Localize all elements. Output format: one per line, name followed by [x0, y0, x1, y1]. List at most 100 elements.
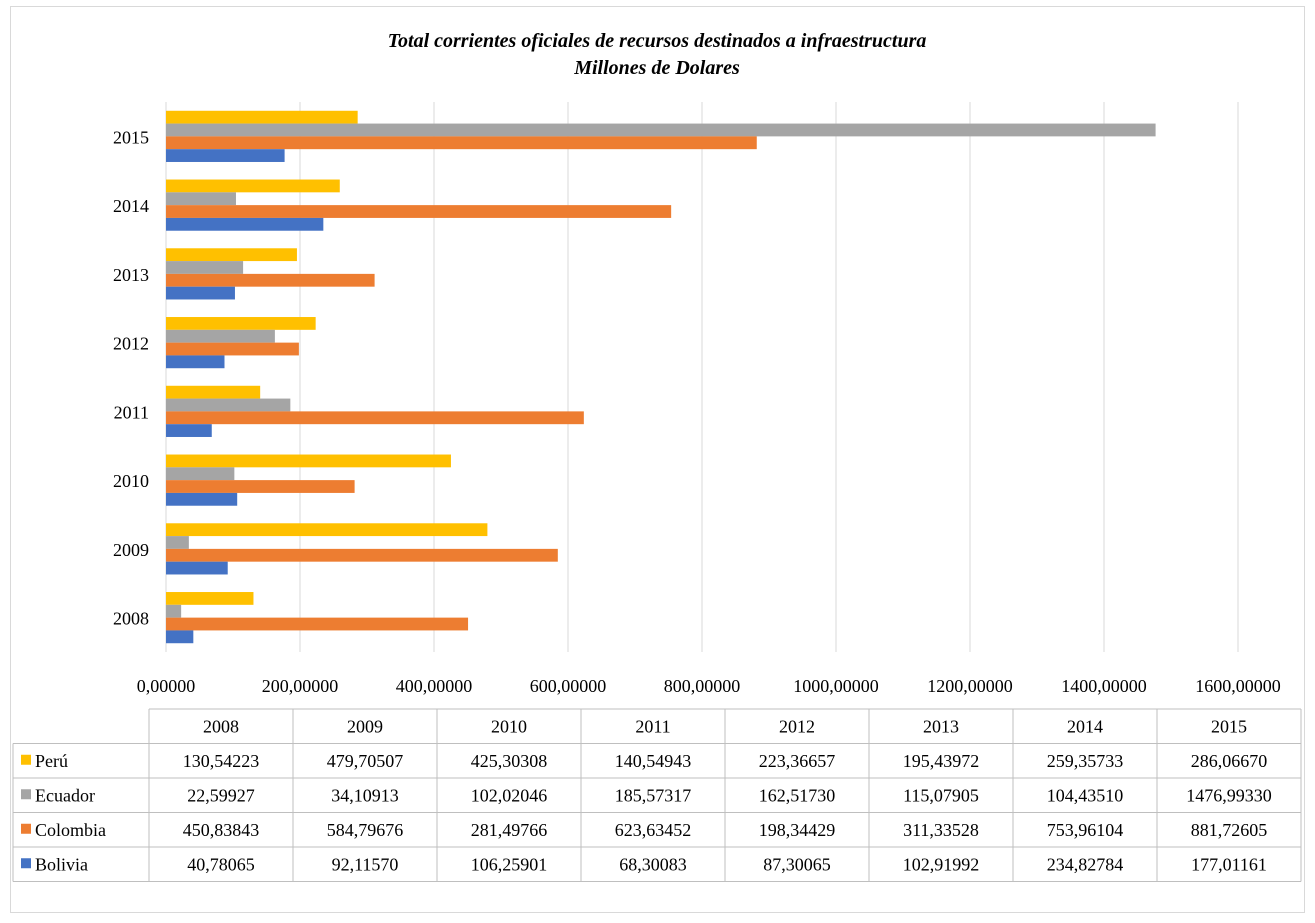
table-cell: 479,70507 — [327, 751, 404, 771]
bar-ecuador-2011 — [166, 398, 291, 412]
y-tick-label: 2008 — [113, 609, 149, 629]
table-header-cell: 2014 — [1067, 716, 1103, 736]
bar-colombia-2011 — [166, 411, 584, 425]
y-axis-labels: 2008 2009 2010 2011 2012 2013 2014 2015 — [113, 127, 149, 628]
bar-ecuador-2010 — [166, 467, 235, 481]
bar-per-2008 — [166, 592, 254, 605]
x-tick-label: 200,00000 — [262, 676, 339, 696]
bar-ecuador-2015 — [166, 123, 1156, 137]
bar-bolivia-2008 — [166, 630, 194, 644]
x-tick-label: 1400,00000 — [1061, 676, 1147, 696]
table-cell: 1476,99330 — [1186, 785, 1272, 805]
bar-ecuador-2009 — [166, 536, 189, 549]
bar-chart: Total corrientes oficiales de recursos d… — [12, 30, 1302, 882]
table-cell: 753,96104 — [1047, 820, 1124, 840]
bar-per-2014 — [166, 179, 340, 193]
legend-swatch — [21, 858, 31, 869]
bar-bolivia-2014 — [166, 217, 324, 231]
y-tick-label: 2010 — [113, 471, 149, 491]
table-cell: 177,01161 — [1191, 854, 1267, 874]
bar-colombia-2009 — [166, 548, 558, 562]
table-cell: 87,30065 — [763, 854, 831, 874]
bar-per-2011 — [166, 385, 261, 399]
chart-title: Total corrientes oficiales de recursos d… — [388, 30, 927, 52]
bar-per-2010 — [166, 454, 451, 468]
table-cell: 450,83843 — [183, 820, 260, 840]
bar-colombia-2014 — [166, 205, 672, 218]
table-cell: 286,06670 — [1191, 751, 1268, 771]
table-header-cell: 2011 — [635, 716, 670, 736]
y-tick-label: 2013 — [113, 265, 149, 285]
table-cell: 311,33528 — [903, 820, 979, 840]
table-cell: 623,63452 — [615, 820, 692, 840]
bar-bolivia-2012 — [166, 355, 225, 369]
x-tick-label: 0,00000 — [137, 676, 196, 696]
y-tick-label: 2011 — [114, 402, 149, 422]
table-cell: 162,51730 — [759, 785, 836, 805]
y-tick-label: 2015 — [113, 127, 149, 147]
table-header-cell: 2012 — [779, 716, 815, 736]
legend-label: Perú — [35, 751, 68, 771]
table-cell: 106,25901 — [471, 854, 548, 874]
bar-ecuador-2008 — [166, 604, 182, 618]
bar-ecuador-2012 — [166, 329, 275, 343]
chart-frame: Total corrientes oficiales de recursos d… — [10, 6, 1305, 913]
bars — [166, 110, 1156, 644]
bar-per-2012 — [166, 317, 316, 330]
table-cell: 22,59927 — [187, 785, 255, 805]
table-header-cell: 2010 — [491, 716, 527, 736]
legend-label: Ecuador — [35, 785, 95, 805]
table-cell: 198,34429 — [759, 820, 836, 840]
y-tick-label: 2009 — [113, 540, 149, 560]
bar-colombia-2012 — [166, 342, 299, 356]
table-cell: 40,78065 — [187, 854, 255, 874]
bar-colombia-2015 — [166, 136, 757, 150]
table-cell: 281,49766 — [471, 820, 548, 840]
table-cell: 234,82784 — [1047, 854, 1124, 874]
data-table: 2008 2009 2010 2011 2012 2013 2014 2015 Perú 130,… — [12, 708, 1302, 882]
table-cell: 425,30308 — [471, 751, 548, 771]
table-cell: 140,54943 — [615, 751, 692, 771]
table-cell: 584,79676 — [327, 820, 404, 840]
table-cell: 130,54223 — [183, 751, 260, 771]
table-header-cell: 2015 — [1211, 716, 1247, 736]
bar-ecuador-2013 — [166, 261, 244, 274]
table-header-cell: 2013 — [923, 716, 959, 736]
table-cell: 102,02046 — [471, 785, 548, 805]
table-header-cell: 2009 — [347, 716, 383, 736]
table-cell: 115,07905 — [903, 785, 979, 805]
legend-label: Colombia — [35, 820, 106, 840]
x-tick-label: 800,00000 — [664, 676, 741, 696]
x-tick-label: 1200,00000 — [927, 676, 1013, 696]
bar-per-2013 — [166, 248, 297, 262]
bar-colombia-2010 — [166, 480, 355, 493]
bar-bolivia-2011 — [166, 424, 212, 437]
y-tick-label: 2014 — [113, 196, 149, 216]
bar-bolivia-2013 — [166, 286, 235, 300]
x-tick-label: 1000,00000 — [793, 676, 879, 696]
table-cell: 92,11570 — [332, 854, 399, 874]
table-header-cell: 2008 — [203, 716, 239, 736]
table-cell: 881,72605 — [1191, 820, 1268, 840]
table-cell: 259,35733 — [1047, 751, 1124, 771]
x-axis-labels: 0,00000 200,00000 400,00000 600,00000 800,00… — [137, 676, 1281, 696]
bar-per-2009 — [166, 523, 488, 537]
table-cell: 34,10913 — [331, 785, 399, 805]
table-cell: 68,30083 — [619, 854, 687, 874]
table-cell: 195,43972 — [903, 751, 980, 771]
x-tick-label: 600,00000 — [530, 676, 607, 696]
bar-bolivia-2015 — [166, 149, 285, 162]
bar-bolivia-2010 — [166, 492, 238, 506]
legend-swatch — [21, 754, 31, 765]
bar-colombia-2008 — [166, 617, 469, 631]
legend-label: Bolivia — [35, 854, 88, 874]
gridlines — [165, 102, 1239, 652]
y-tick-label: 2012 — [113, 334, 149, 354]
table-cell: 223,36657 — [759, 751, 836, 771]
x-tick-label: 400,00000 — [396, 676, 473, 696]
table-cell: 104,43510 — [1047, 785, 1124, 805]
table-cell: 102,91992 — [903, 854, 980, 874]
legend-swatch — [21, 823, 31, 834]
bar-ecuador-2014 — [166, 192, 236, 206]
bar-colombia-2013 — [166, 273, 375, 287]
